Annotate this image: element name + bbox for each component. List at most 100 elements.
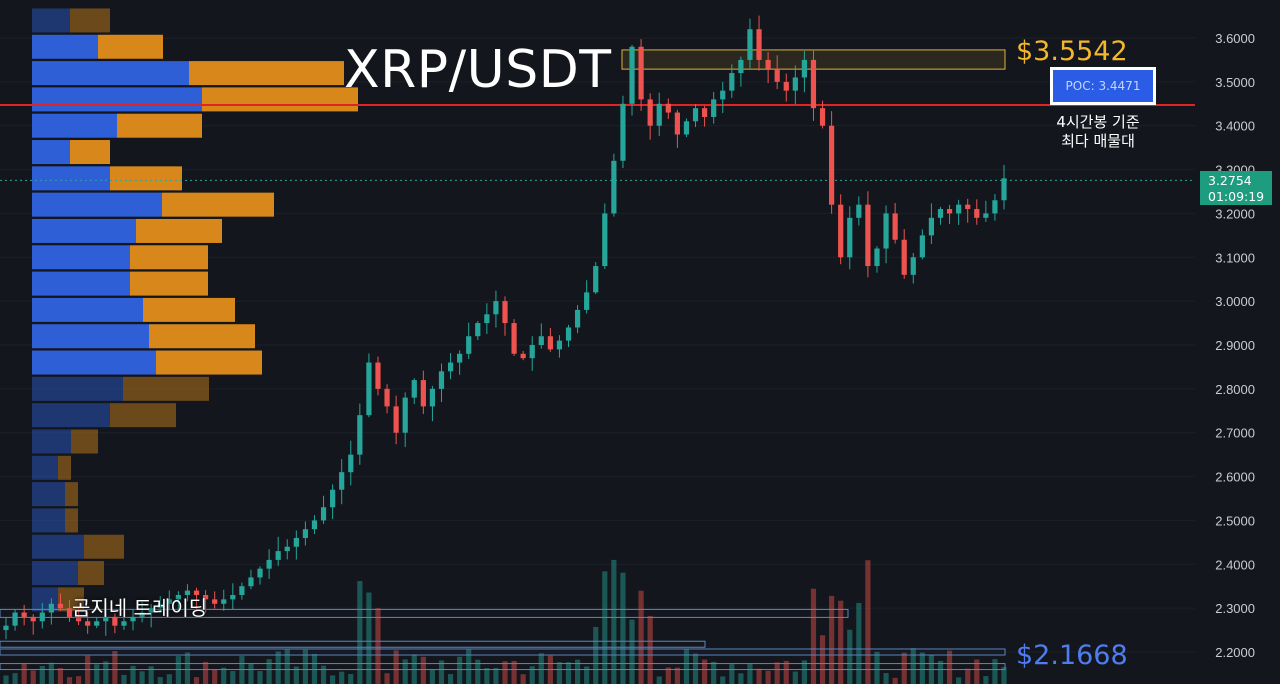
candle-body [810,59,817,109]
volume-bar [792,671,798,684]
vp-sell-bar [71,429,98,454]
volume-profile [32,8,358,612]
volume-bar [611,559,617,684]
low-zone [0,640,706,648]
candle-body [157,603,163,609]
vp-sell-bar [162,192,274,217]
candle-body [166,599,172,604]
vp-buy-bar [32,429,71,454]
volume-bar [293,666,299,684]
vp-buy-bar [32,587,58,612]
candle-body [493,301,499,315]
candle-body [75,616,82,622]
candle-body [620,103,626,161]
vp-buy-bar [32,113,117,138]
volume-bar [3,675,9,684]
candle-body [928,217,935,236]
volume-bar [39,665,45,684]
volume-bar [375,608,381,684]
candle-body [856,204,862,218]
volume-bar [674,667,680,684]
vp-sell-bar [65,482,78,507]
candle-body [556,340,563,350]
volume-bar [992,659,998,684]
candle-body [656,103,662,126]
vp-sell-bar [202,87,358,112]
candle-body [819,108,826,126]
price-tick-label: 3.6000 [1215,31,1255,46]
candle-body [330,489,336,508]
vp-sell-bar [117,113,202,138]
candle-body [384,388,390,407]
candle-body [475,323,481,337]
candle-body [937,209,944,218]
volume-bar [447,674,454,684]
candle-body [393,406,399,433]
low-zone [0,663,1006,671]
candle-body [293,537,299,547]
candle-body [602,213,608,267]
volume-bar [819,635,826,684]
volume-bar [983,676,989,684]
candle-body [502,301,508,324]
candle-body [103,616,109,622]
last-price-value: 3.2754 [1208,173,1252,188]
volume-bar [720,676,726,684]
candle-body [738,59,744,74]
candle-body [320,507,327,521]
volume-bar [339,671,345,684]
candle-body [729,73,735,91]
candle-body [992,200,998,214]
pair-title: XRP/USDT [344,40,612,100]
candle-body [547,336,553,350]
candle-body [665,103,671,113]
volume-bar [838,600,844,684]
vp-buy-bar [32,218,136,243]
vp-buy-bar [32,166,110,191]
volume-bar [493,667,499,684]
candle-body [447,362,454,372]
candle-body [457,353,463,363]
candle-body [983,213,989,218]
candle-body [466,336,472,354]
candle-body [892,213,898,240]
candle-body [193,590,200,595]
candle-body [692,108,699,122]
volume-bar [856,602,862,684]
candle-body [148,608,154,613]
volume-bar [175,656,181,684]
volume-bar [756,668,762,684]
candle-body [348,454,354,473]
volume-bar [965,668,971,684]
candle-body [747,29,753,60]
vp-buy-bar [32,34,98,59]
vp-buy-bar [32,245,130,270]
volume-bar [810,588,817,684]
price-tick-label: 2.3000 [1215,601,1255,616]
poc-note-line2: 최다 매물대 [1061,132,1135,150]
candle-body [85,621,91,626]
candle-body [239,586,245,595]
volume-bar [829,595,835,684]
candlesticks [3,15,1007,640]
vp-sell-bar [156,350,262,375]
volume-bar [248,663,254,684]
candle-body [302,529,308,538]
volume-bar [94,664,100,684]
volume-bar [257,671,263,684]
last-price-tag[interactable]: 3.2754 01:09:19 [1200,171,1272,205]
candle-body [965,204,971,210]
candle-body [919,235,925,258]
price-tick-label: 3.1000 [1215,250,1255,265]
volume-bar [901,652,907,684]
volume-bar [311,653,318,684]
volume-bar [203,661,209,684]
volume-bar [620,572,626,684]
candle-body [565,327,572,341]
volume-bar [629,619,635,684]
vp-sell-bar [110,403,176,428]
candle-body [584,292,590,310]
volume-bar [384,673,390,684]
vp-sell-bar [58,455,71,480]
